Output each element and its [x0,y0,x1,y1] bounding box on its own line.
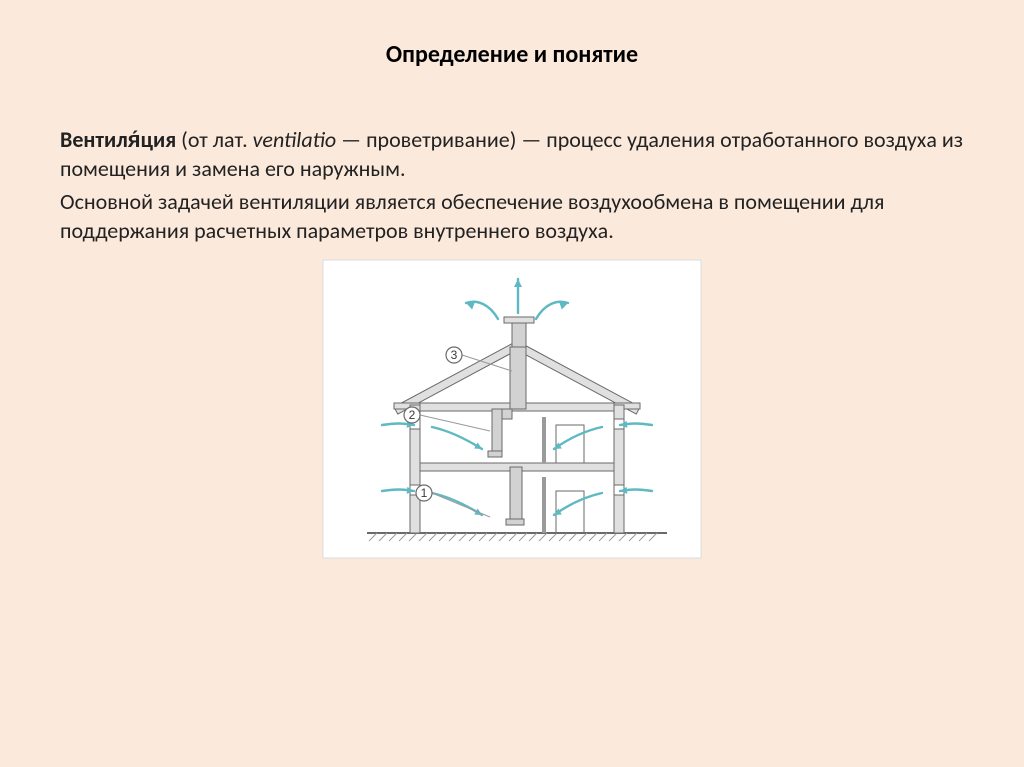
paren-pre: (от лат. [176,126,252,153]
svg-text:2: 2 [409,408,416,422]
page-title: Определение и понятие [60,40,964,69]
task-paragraph: Основной задачей вентиляции является обе… [60,187,964,245]
ventilation-diagram: 1 2 3 [322,259,702,559]
svg-text:3: 3 [451,348,458,362]
svg-text:1: 1 [421,486,428,500]
term: Вентиля́ция [60,126,176,153]
diagram-container: 1 2 3 [60,259,964,559]
definition-paragraph: Вентиля́ция (от лат. ventilatio — провет… [60,125,964,183]
latin-term: ventilatio [253,126,337,153]
